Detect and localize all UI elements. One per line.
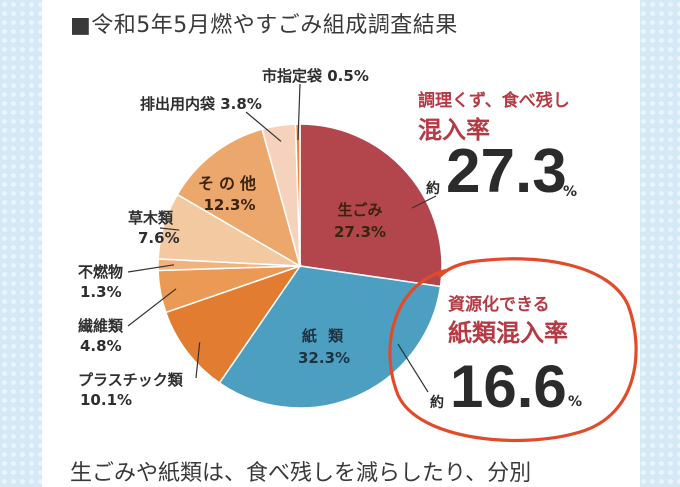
label-grass: 草木類 7.6% xyxy=(128,209,180,248)
callout-pointer-1 xyxy=(397,343,429,393)
label-food: 生ごみ 27.3% xyxy=(334,201,387,241)
food-approx: 約 xyxy=(426,181,440,197)
paper-rate-value: 16.6 xyxy=(450,353,567,420)
paper-approx: 約 xyxy=(430,395,444,411)
food-callout-line1: 調理くず、食べ残し xyxy=(418,91,570,111)
label-other: その他 12.3% xyxy=(198,174,262,215)
label-nonburnable: 不燃物 1.3% xyxy=(78,263,124,302)
paper-rate-unit: % xyxy=(568,394,583,410)
leader-line-2 xyxy=(195,342,201,379)
pie-slice-8 xyxy=(294,123,301,267)
pie-slice-0 xyxy=(299,123,443,288)
food-callout-line2: 混入率 xyxy=(418,116,490,144)
pie-slice-6 xyxy=(176,128,302,268)
pie-slice-1 xyxy=(218,265,442,409)
highlight-circle xyxy=(388,257,638,443)
label-fiber: 繊維類 4.8% xyxy=(78,317,124,356)
body-text: 生ごみや紙類は、食べ残しを減らしたり、分別 xyxy=(70,461,532,486)
callout-pointer-0 xyxy=(411,195,437,209)
leader-line-4 xyxy=(127,264,175,273)
leader-line-7 xyxy=(245,111,282,142)
label-inner-bag: 排出用内袋 3.8% xyxy=(140,95,262,113)
label-plastic: プラスチック類 10.1% xyxy=(78,371,183,410)
leader-line-3 xyxy=(127,288,177,327)
paper-callout-line1: 資源化できる xyxy=(448,295,550,315)
label-paper: 紙 類 32.3% xyxy=(298,327,351,367)
paper-callout-line2: 紙類混入率 xyxy=(448,319,568,347)
pie-slice-2 xyxy=(164,264,302,384)
label-bag-designated: 市指定袋 0.5% xyxy=(262,67,369,85)
food-rate-unit: % xyxy=(563,184,578,200)
page-title: ■令和5年5月燃やすごみ組成調査結果 xyxy=(70,13,458,38)
leader-line-5 xyxy=(159,227,180,231)
food-rate-value: 27.3 xyxy=(446,137,567,206)
leader-line-8 xyxy=(297,83,301,141)
